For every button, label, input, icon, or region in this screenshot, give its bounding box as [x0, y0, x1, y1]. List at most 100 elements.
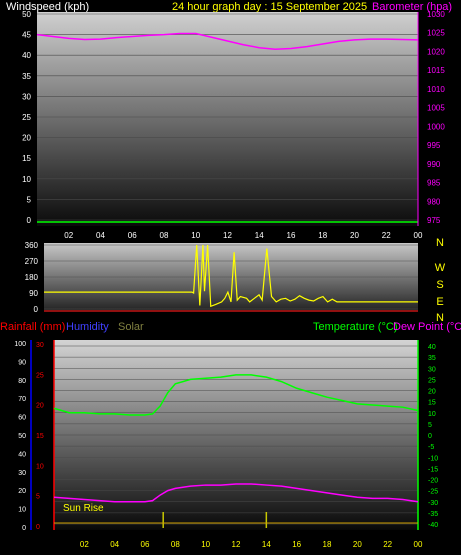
temperature-tick-label: 35	[428, 355, 436, 362]
temperature-tick-label: 10	[428, 411, 436, 418]
humidity-tick-label: 50	[18, 433, 26, 440]
barometer-tick-label: 975	[427, 216, 441, 225]
rainfall-tick-label: 25	[36, 372, 44, 379]
temperature-tick-label: 25	[428, 377, 436, 384]
barometer-tick-label: 980	[427, 197, 441, 206]
panel1-time-tick-label: 06	[128, 231, 137, 240]
windspeed-tick-label: 20	[22, 134, 31, 143]
panel3-time-tick-label: 18	[323, 540, 332, 549]
windspeed-tick-label: 25	[22, 113, 31, 122]
rainfall-tick-label: 5	[36, 494, 40, 501]
temperature-tick-label: -5	[428, 444, 434, 451]
panel1-time-tick-label: 10	[191, 231, 200, 240]
humidity-tick-label: 20	[18, 488, 26, 495]
sun-markers	[54, 512, 418, 528]
windspeed-tick-label: 50	[22, 10, 31, 19]
humidity-tick-label: 90	[18, 359, 26, 366]
direction-tick-label: 90	[29, 289, 38, 298]
windspeed-tick-label: 10	[22, 175, 31, 184]
temperature-tick-label: -10	[428, 455, 438, 462]
barometer-tick-label: 1020	[427, 47, 445, 56]
humidity-tick-label: 30	[18, 470, 26, 477]
direction-tick-label: 360	[25, 241, 39, 250]
humidity-ticks: 0 10 20 30 40 50 60 70 80 90 100	[14, 341, 26, 532]
dewpoint-axis-title: Dew Point (°C)	[393, 321, 461, 333]
panel1-time-tick-label: 12	[223, 231, 232, 240]
windspeed-tick-label: 45	[22, 31, 31, 40]
humidity-axis-title: Humidity	[66, 321, 109, 333]
windspeed-tick-label: 5	[27, 195, 32, 204]
graph-title: 24 hour graph day : 15 September 2025	[172, 1, 367, 13]
humidity-tick-label: 60	[18, 415, 26, 422]
direction-tick-label: 270	[25, 257, 39, 266]
temperature-tick-label: -40	[428, 522, 438, 529]
direction-ticks: 0 90 180 270 360	[25, 241, 39, 314]
windspeed-tick-label: 15	[22, 154, 31, 163]
humidity-tick-label: 40	[18, 451, 26, 458]
humidity-tick-label: 0	[22, 525, 26, 532]
temperature-tick-label: -25	[428, 489, 438, 496]
compass-letter: N	[436, 312, 444, 324]
compass-letter: W	[435, 262, 446, 274]
rainfall-ticks: 0 5 10 15 20 25 30	[36, 342, 44, 531]
compass-letter: S	[436, 279, 443, 291]
barometer-tick-label: 985	[427, 179, 441, 188]
panel1-time-tick-label: 00	[414, 231, 423, 240]
barometer-ticks: 975 980 985 990 995 1000 1005 1010 1015 1020 1025 1…	[427, 10, 445, 225]
wind-direction-line	[44, 244, 418, 308]
humidity-tick-label: 10	[18, 507, 26, 514]
panel3-time-tick-label: 02	[80, 540, 89, 549]
direction-tick-label: 180	[25, 273, 39, 282]
panel3-time-tick-label: 20	[353, 540, 362, 549]
barometer-tick-label: 1025	[427, 29, 445, 38]
panel1-time-tick-label: 16	[287, 231, 296, 240]
barometer-tick-label: 995	[427, 141, 441, 150]
rainfall-axis-title: Rainfall (mm)	[0, 321, 65, 333]
temperature-tick-label: 40	[428, 344, 436, 351]
barometer-axis-title: Barometer (hpa)	[372, 1, 452, 13]
dewpoint-line	[53, 483, 419, 503]
panel1-time-tick-label: 14	[255, 231, 264, 240]
panel3-time-tick-label: 12	[232, 540, 241, 549]
compass-letter: N	[436, 237, 444, 249]
temperature-tick-label: -35	[428, 511, 438, 518]
panel1-time-tick-label: 04	[96, 231, 105, 240]
windspeed-ticks: 0 5 10 15 20 25 30 35 40 45 50	[22, 10, 31, 225]
rainfall-tick-label: 20	[36, 403, 44, 410]
windspeed-tick-label: 40	[22, 51, 31, 60]
rainfall-tick-label: 30	[36, 342, 44, 349]
temperature-axis-title: Temperature (°C)	[313, 321, 397, 333]
temperature-tick-label: -30	[428, 500, 438, 507]
barometer-tick-label: 1005	[427, 104, 445, 113]
barometer-tick-label: 990	[427, 160, 441, 169]
windspeed-axis-title: Windspeed (kph)	[6, 1, 89, 13]
panel3-time-ticks: 02 04 06 08 10 12 14 16 18 20 22 00	[80, 540, 423, 549]
humidity-tick-label: 70	[18, 396, 26, 403]
temperature-tick-label: -20	[428, 478, 438, 485]
sunrise-label: Sun Rise	[63, 503, 104, 514]
panel3-time-tick-label: 16	[292, 540, 301, 549]
barometer-tick-label: 1030	[427, 10, 445, 19]
panel1-time-tick-label: 20	[350, 231, 359, 240]
panel3-time-tick-label: 00	[414, 540, 423, 549]
panel1-time-tick-label: 02	[64, 231, 73, 240]
panel1-grid	[37, 13, 418, 221]
panel3-time-tick-label: 14	[262, 540, 271, 549]
panel1-time-tick-label: 18	[318, 231, 327, 240]
barometer-tick-label: 1010	[427, 85, 445, 94]
direction-tick-label: 0	[34, 305, 39, 314]
panel1-time-ticks: 02 04 06 08 10 12 14 16 18 20 22 00	[64, 231, 423, 240]
panel3-time-tick-label: 10	[201, 540, 210, 549]
barometer-tick-label: 1000	[427, 122, 445, 131]
rainfall-tick-label: 0	[36, 524, 40, 531]
panel3-time-tick-label: 04	[110, 540, 119, 549]
panel1-time-tick-label: 22	[382, 231, 391, 240]
solar-axis-title: Solar	[118, 321, 144, 333]
barometer-line	[36, 32, 419, 50]
windspeed-tick-label: 35	[22, 72, 31, 81]
barometer-tick-label: 1015	[427, 66, 445, 75]
